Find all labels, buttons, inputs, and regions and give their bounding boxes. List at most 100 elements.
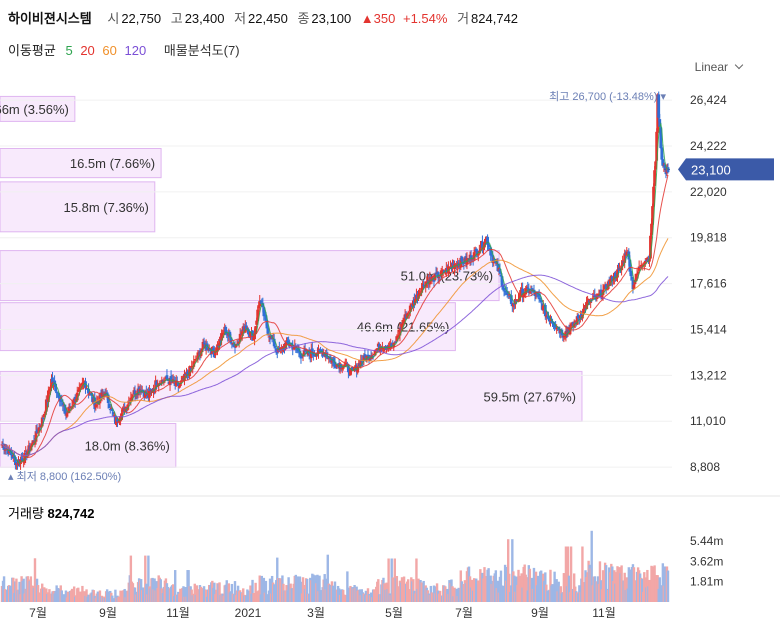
candle	[595, 294, 599, 299]
volume-bar	[458, 589, 461, 602]
volume-bar	[354, 587, 357, 602]
candle	[343, 364, 347, 366]
candle	[40, 417, 44, 427]
candle	[134, 394, 138, 396]
volume-bar	[457, 587, 460, 602]
candle	[129, 397, 133, 402]
volume-bar	[293, 575, 296, 602]
candle	[648, 259, 651, 262]
volume-bar	[355, 586, 358, 602]
volume-bar	[61, 595, 65, 602]
volume-label: 거	[457, 11, 470, 26]
ma-5[interactable]: 5	[65, 43, 73, 58]
candle	[190, 365, 194, 368]
volume-bar	[650, 565, 653, 602]
volume-bar	[170, 585, 174, 602]
volume-bar	[73, 596, 77, 602]
candle	[474, 248, 478, 252]
volume-bar	[304, 578, 308, 602]
volume-bar	[59, 585, 62, 602]
candle	[378, 346, 382, 352]
volume-bar	[95, 593, 99, 602]
volume-bar	[624, 590, 627, 602]
candle	[515, 299, 518, 302]
candle	[522, 293, 526, 298]
volume-bar	[330, 581, 334, 602]
volume-bar	[424, 585, 427, 602]
ma-120[interactable]: 120	[124, 43, 147, 58]
candle	[370, 355, 374, 359]
volume-bar	[470, 579, 474, 602]
candle	[92, 398, 96, 404]
ma-60[interactable]: 60	[102, 43, 117, 58]
candle	[8, 449, 12, 452]
volume-bar	[37, 595, 41, 602]
candle	[519, 290, 522, 298]
candle	[394, 341, 398, 343]
volume-bar	[408, 589, 411, 602]
volume-bar	[146, 594, 149, 602]
volume-bar	[447, 594, 450, 602]
volume-bar	[622, 580, 625, 602]
candle	[383, 346, 386, 348]
high-value: 23,400	[184, 11, 225, 26]
candle	[629, 270, 633, 277]
volume-bar	[545, 584, 548, 602]
volume-bar	[359, 595, 362, 602]
candle	[612, 272, 616, 279]
volume-bar	[214, 594, 217, 602]
volume-bar	[550, 585, 553, 602]
volume-bar	[222, 595, 225, 602]
volume-bar	[298, 576, 302, 602]
candle	[608, 279, 612, 286]
volume-bar	[202, 586, 206, 602]
candle	[419, 293, 422, 295]
candle	[554, 326, 558, 328]
x-tick-label: 11월	[592, 606, 616, 620]
volume-bar	[565, 586, 569, 602]
volume-bar	[191, 595, 194, 602]
candle	[161, 380, 165, 382]
candle	[103, 394, 107, 396]
candle	[105, 392, 109, 395]
candle	[666, 167, 670, 173]
volume-bar	[78, 597, 81, 602]
candle	[427, 279, 431, 285]
candle	[623, 253, 627, 263]
volume-bar	[211, 580, 214, 602]
volume-bar	[547, 591, 550, 602]
candle	[263, 314, 267, 316]
volume-bar	[311, 573, 314, 602]
volume-bar	[24, 588, 27, 602]
volume-bar	[509, 592, 512, 602]
candle	[597, 293, 601, 295]
candle	[495, 263, 499, 265]
volume-bar	[80, 595, 83, 602]
volume-bar	[634, 591, 638, 602]
candle	[627, 251, 631, 260]
volume-bar	[479, 569, 482, 602]
volume-bar	[259, 594, 262, 602]
volume-bar	[312, 574, 315, 602]
volume-bar	[132, 587, 136, 602]
candle	[523, 293, 527, 295]
scale-mode-dropdown[interactable]: Linear	[695, 60, 742, 74]
volume-bar	[239, 592, 243, 602]
volume-profile-label[interactable]: 매물분석도(7)	[163, 43, 240, 58]
candle	[433, 273, 437, 281]
candle	[127, 400, 131, 404]
candle	[639, 264, 643, 267]
volume-bar	[372, 589, 376, 602]
ma-20[interactable]: 20	[80, 43, 95, 58]
candle	[525, 286, 529, 290]
volume-bar	[199, 586, 203, 602]
candle	[406, 312, 410, 314]
candle	[278, 348, 282, 350]
volume-bar	[291, 588, 294, 602]
candle	[492, 260, 496, 264]
volume-bar	[225, 580, 228, 602]
volume-bar	[56, 587, 59, 602]
candle	[561, 335, 565, 338]
candle	[417, 293, 420, 299]
